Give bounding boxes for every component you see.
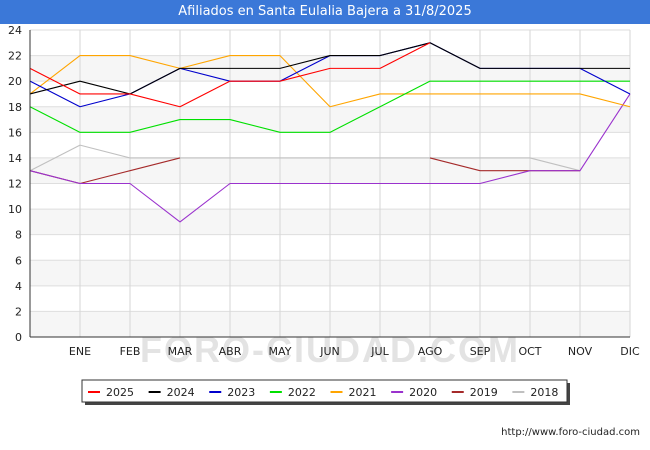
title-bar [0, 0, 650, 24]
legend-label-2018: 2018 [530, 386, 558, 399]
x-tick-label: ABR [219, 345, 242, 358]
x-tick-label: NOV [568, 345, 593, 358]
legend-label-2022: 2022 [288, 386, 316, 399]
x-tick-label: JUL [370, 345, 389, 358]
legend-label-2021: 2021 [349, 386, 377, 399]
source-url[interactable]: http://www.foro-ciudad.com [501, 427, 640, 438]
legend-label-2024: 2024 [167, 386, 195, 399]
x-tick-label: FEB [120, 345, 141, 358]
x-tick-labels: ENE FEB MAR ABR MAY JUN JUL AGO SEP OCT NOV DIC [69, 345, 640, 358]
x-tick-label: MAY [269, 345, 292, 358]
x-tick-label: MAR [168, 345, 193, 358]
y-tick-label: 20 [8, 75, 22, 88]
axes [29, 30, 630, 338]
legend-label-2023: 2023 [227, 386, 255, 399]
y-tick-label: 24 [8, 24, 22, 37]
legend-box [81, 379, 568, 403]
series-line-2021 [29, 55, 631, 108]
x-tick-label: DIC [620, 345, 640, 358]
y-tick-label: 16 [8, 126, 22, 139]
series-line-2022 [29, 80, 630, 133]
series-lines [29, 42, 631, 223]
legend-label-2020: 2020 [409, 386, 437, 399]
watermark-text: FORO-CIUDAD.COM [140, 329, 520, 370]
series-line-2020 [29, 93, 631, 223]
y-tick-label: 0 [15, 331, 22, 344]
y-tick-label: 22 [8, 50, 22, 63]
legend-label-2019: 2019 [470, 386, 498, 399]
y-tick-label: 6 [15, 254, 22, 267]
y-tick-label: 2 [15, 305, 22, 318]
legend: 2025 2024 2023 2022 2021 2020 2019 2018 [81, 379, 570, 405]
y-tick-label: 18 [8, 101, 22, 114]
x-tick-label: JUN [319, 345, 340, 358]
y-tick-label: 12 [8, 178, 22, 191]
y-tick-label: 10 [8, 203, 22, 216]
x-tick-label: OCT [518, 345, 541, 358]
chart-title: Afiliados en Santa Eulalia Bajera a 31/8… [178, 4, 472, 19]
series-line-2025 [29, 42, 431, 108]
y-tick-label: 4 [15, 280, 22, 293]
legend-label-2025: 2025 [106, 386, 134, 399]
y-tick-label: 8 [15, 229, 22, 242]
x-tick-label: SEP [470, 345, 491, 358]
x-tick-label: ENE [69, 345, 91, 358]
series-line-2018 [29, 144, 581, 172]
x-tick-label: AGO [418, 345, 443, 358]
y-tick-label: 14 [8, 152, 22, 165]
